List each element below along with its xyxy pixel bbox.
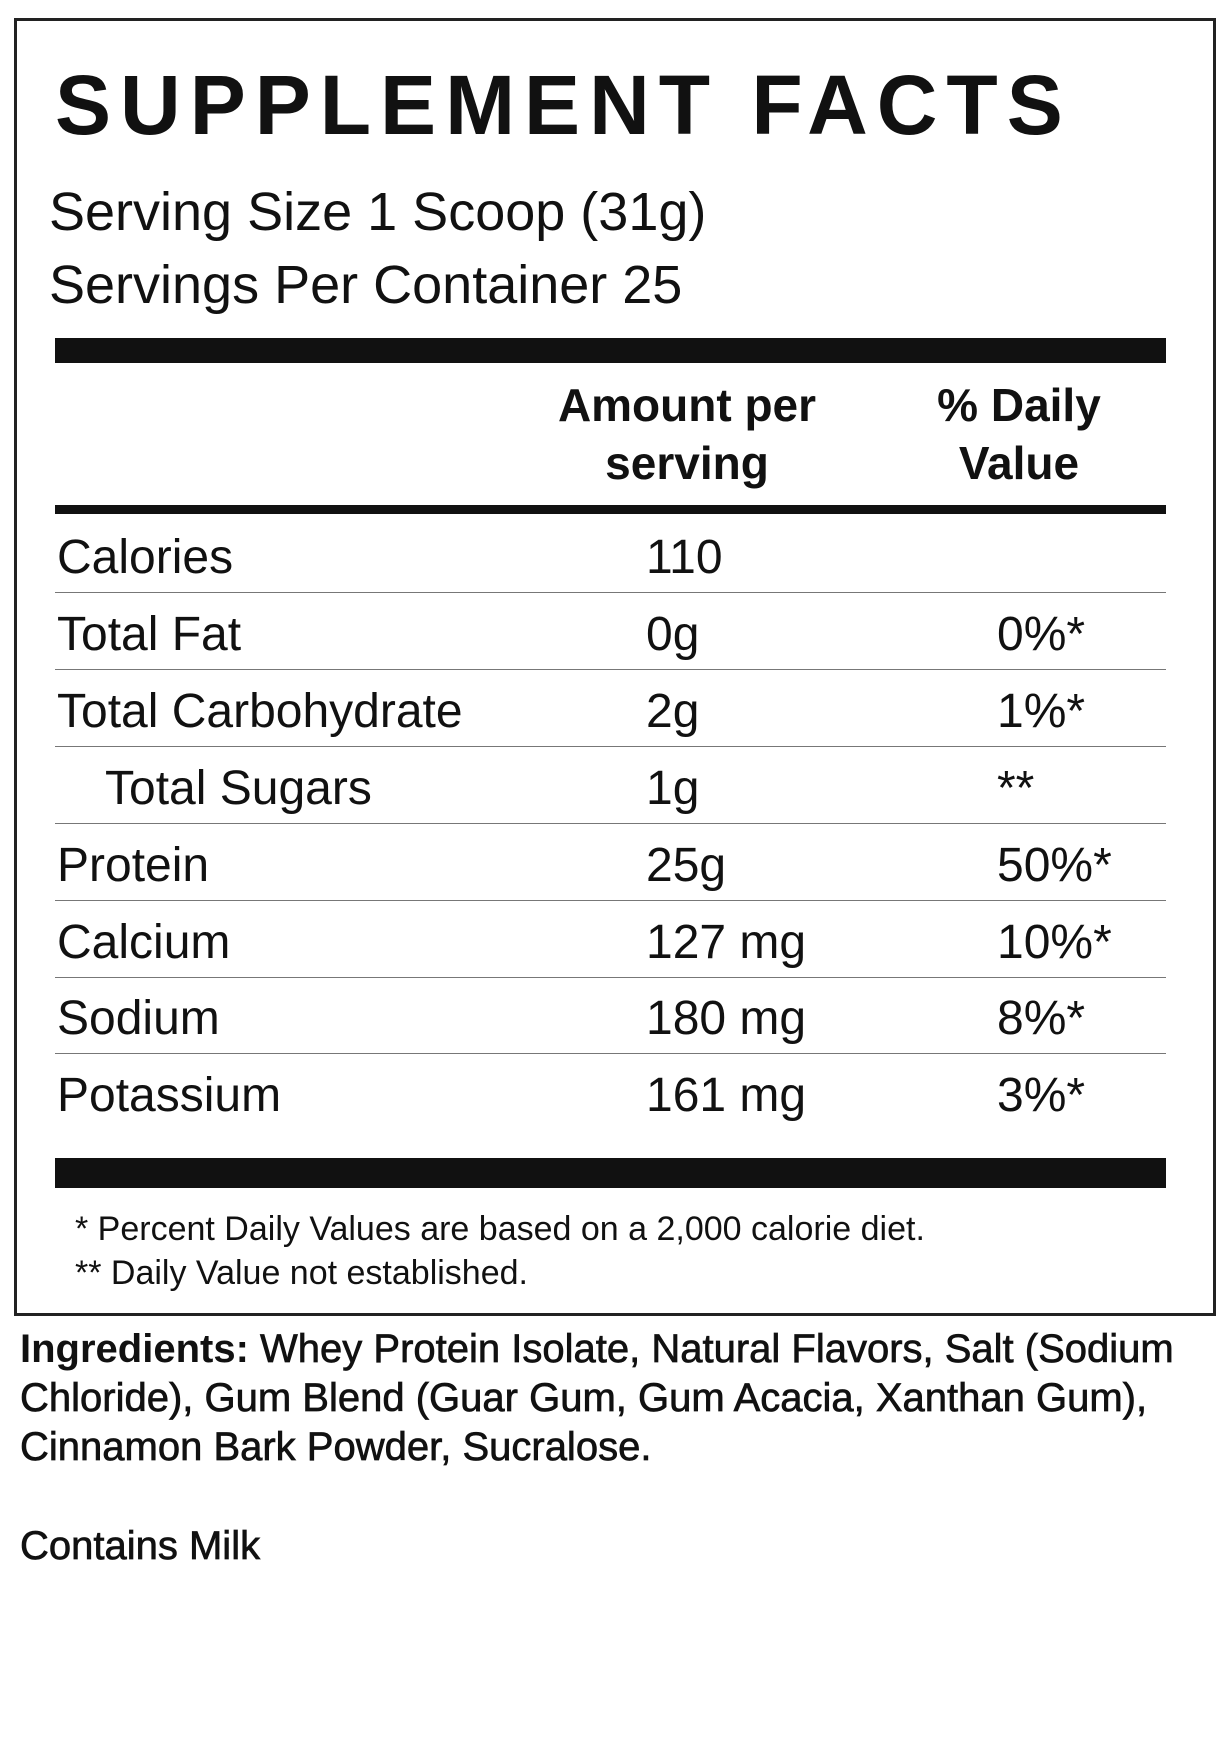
nutrient-name: Total Fat [57, 607, 242, 661]
nutrient-name: Potassium [57, 1069, 282, 1123]
thick-rule [55, 1158, 1166, 1188]
amount: 25g [646, 838, 727, 892]
row-separator [55, 976, 1166, 978]
daily-value: 8%* [997, 992, 1086, 1046]
allergens: Contains Milk [20, 1524, 261, 1569]
serving-size: Serving Size 1 Scoop (31g) [49, 182, 707, 242]
amount: 161 mg [646, 1069, 807, 1123]
daily-value: 50%* [997, 838, 1112, 892]
thick-rule [55, 338, 1166, 363]
footnote: * Percent Daily Values are based on a 2,… [75, 1210, 925, 1248]
row-separator [55, 1053, 1166, 1055]
row-separator [55, 668, 1166, 670]
servings-per-container: Servings Per Container 25 [49, 255, 683, 315]
title: SUPPLEMENT FACTS [55, 58, 1072, 152]
amount: 180 mg [646, 992, 807, 1046]
column-header: Amount per serving [557, 379, 817, 489]
facts-panel [14, 18, 1216, 1316]
nutrient-name: Sodium [57, 992, 220, 1046]
nutrient-name: Calories [57, 531, 234, 584]
daily-value: 0%* [997, 607, 1086, 661]
ingredients: Ingredients: Whey Protein Isolate, Natur… [20, 1325, 1215, 1472]
nutrient-name: Calcium [57, 915, 231, 969]
amount: 1g [646, 761, 700, 815]
ingredients-text: Whey Protein Isolate, Natural Flavors, S… [20, 1327, 1174, 1470]
amount: 127 mg [646, 915, 807, 969]
footnote: ** Daily Value not established. [75, 1254, 528, 1292]
daily-value: 10%* [997, 915, 1112, 969]
nutrient-name: Total Sugars [105, 761, 372, 815]
amount: 110 [646, 531, 723, 584]
row-separator [55, 899, 1166, 901]
amount: 0g [646, 607, 700, 661]
row-separator [55, 592, 1166, 593]
column-header: % Daily Value [937, 379, 1101, 489]
nutrient-name: Protein [57, 838, 210, 892]
nutrient-name: Total Carbohydrate [57, 684, 463, 738]
row-separator [55, 745, 1166, 747]
daily-value: ** [997, 761, 1035, 815]
amount: 2g [646, 684, 700, 738]
row-separator [55, 822, 1166, 824]
ingredients-label: Ingredients: [20, 1327, 249, 1371]
rule [55, 505, 1166, 514]
daily-value: 1%* [997, 684, 1086, 738]
daily-value: 3%* [997, 1069, 1086, 1123]
